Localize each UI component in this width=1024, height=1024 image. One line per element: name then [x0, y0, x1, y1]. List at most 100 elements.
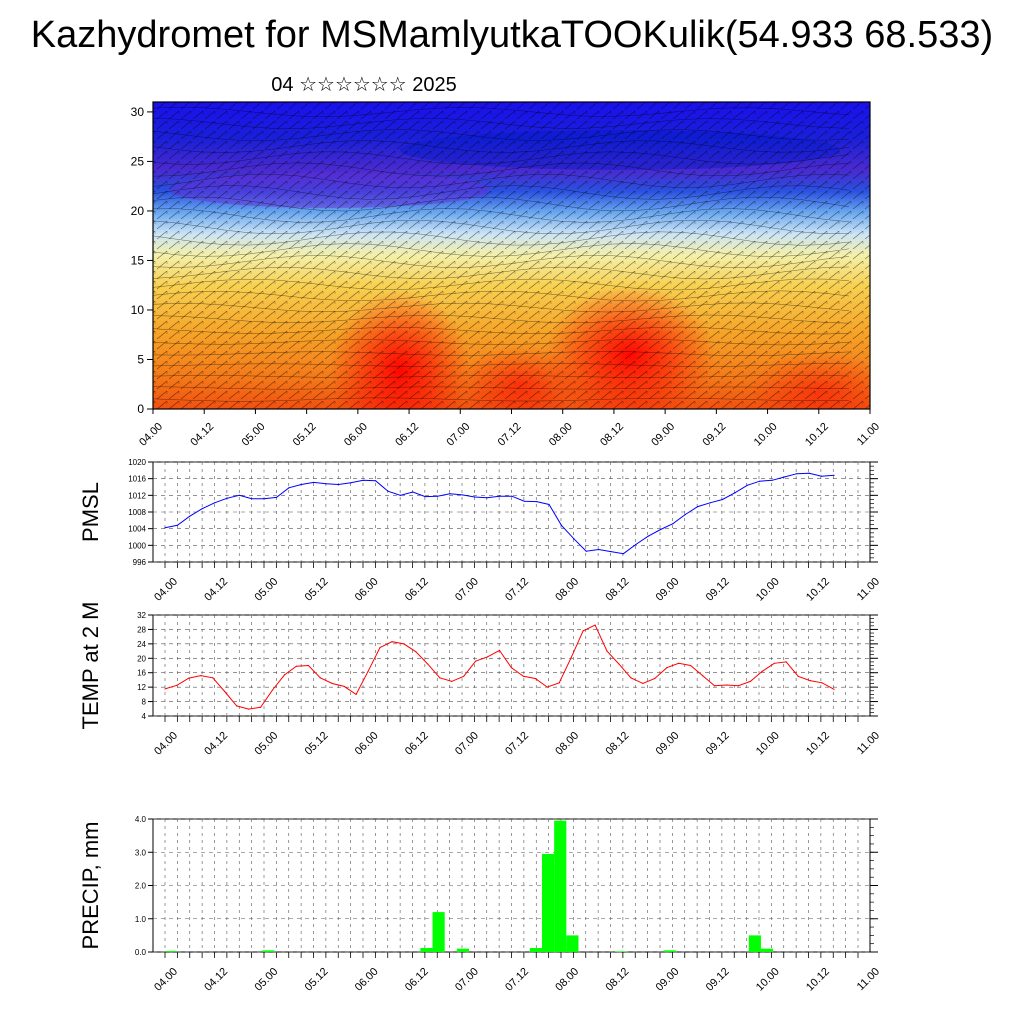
pmsl-xtick: 11.00 — [855, 576, 882, 603]
pmsl-xtick: 09.12 — [704, 576, 732, 604]
heatmap-ytick: 15 — [131, 253, 145, 267]
temp-ylabel: TEMP at 2 M — [78, 602, 103, 730]
precip-ytick: 2.0 — [135, 882, 147, 891]
pmsl-point — [548, 503, 550, 506]
temp-point — [200, 675, 202, 677]
pmsl-point — [375, 480, 377, 482]
temp-point — [594, 624, 596, 626]
pmsl-point — [288, 487, 290, 489]
pmsl-ytick: 1000 — [128, 541, 146, 550]
pmsl-point — [833, 474, 835, 476]
temp-point — [690, 664, 692, 667]
heatmap-xtick: 04.12 — [188, 421, 216, 449]
temp-point — [701, 675, 704, 677]
temp-xtick: 10.12 — [804, 730, 832, 758]
heatmap-xtick: 08.00 — [547, 421, 575, 449]
temp-point — [403, 643, 405, 645]
pmsl-point — [436, 495, 439, 497]
contour-line — [153, 243, 850, 257]
temp-point — [331, 682, 333, 685]
pmsl-ytick: 1012 — [128, 491, 146, 500]
temp-point — [749, 680, 751, 682]
temp-point — [570, 656, 572, 659]
heatmap-ytick: 25 — [131, 154, 145, 168]
pmsl-point — [461, 494, 463, 496]
precip-xtick: 09.12 — [704, 966, 732, 994]
pmsl-point — [598, 548, 600, 551]
pmsl-point — [771, 479, 773, 481]
temp-point — [367, 670, 369, 672]
temp-point — [630, 677, 632, 679]
temp-xtick: 04.00 — [152, 730, 180, 758]
contour-line — [153, 326, 850, 335]
pmsl-point — [697, 505, 699, 508]
temp-ytick: 8 — [142, 698, 147, 707]
pmsl-ylabel: PMSL — [78, 482, 103, 542]
pmsl-point — [164, 527, 166, 529]
pmsl-panel: 996 1000 1004 1008 1012 1016 1020 PMSL 04.00 04.1… — [78, 458, 882, 604]
pmsl-point — [734, 492, 736, 494]
precip-xtick: 06.12 — [403, 966, 431, 994]
temp-point — [188, 677, 190, 679]
temp-panel: 4 8 12 16 20 24 28 32 TEMP at 2 M 04.00 04.12 05.00… — [78, 602, 882, 758]
temp-xtick: 05.12 — [303, 730, 331, 758]
pmsl-xtick: 07.00 — [453, 576, 481, 604]
temp-xtick: 09.00 — [654, 730, 682, 758]
pmsl-ytick: 996 — [133, 558, 147, 567]
temp-point — [212, 677, 214, 679]
heatmap-xtick: 11.00 — [855, 421, 882, 448]
temp-point — [295, 665, 298, 667]
pmsl-point — [387, 490, 389, 492]
pmsl-point — [176, 524, 178, 526]
precip-bar — [164, 951, 178, 952]
precip-bar — [614, 951, 628, 952]
temp-point — [737, 685, 740, 687]
temp-ytick: 20 — [137, 654, 146, 663]
temp-point — [248, 708, 250, 710]
precip-ytick: 3.0 — [135, 848, 147, 857]
temp-point — [546, 686, 548, 688]
heatmap-xtick: 08.12 — [598, 421, 626, 449]
temp-point — [821, 682, 823, 684]
precip-bar — [262, 950, 275, 952]
temp-point — [486, 656, 489, 658]
pmsl-point — [721, 498, 724, 501]
temp-point — [415, 651, 417, 653]
pmsl-ytick: 1008 — [128, 508, 146, 517]
pmsl-point — [238, 494, 240, 496]
pmsl-point — [821, 475, 823, 477]
temp-ytick: 24 — [137, 640, 146, 649]
contour-line — [153, 290, 850, 302]
pmsl-point — [709, 502, 711, 504]
pmsl-point — [399, 494, 401, 496]
contour-line — [153, 351, 850, 356]
pmsl-xtick: 08.12 — [603, 576, 631, 604]
pmsl-point — [585, 550, 587, 552]
temp-point — [164, 688, 166, 690]
pmsl-point — [759, 480, 761, 482]
contour-line — [153, 386, 850, 390]
pmsl-point — [684, 513, 686, 516]
temp-point — [642, 682, 644, 685]
temp-point — [259, 706, 262, 708]
contour-line — [153, 196, 850, 212]
precip-xtick: 04.12 — [202, 966, 230, 994]
pmsl-point — [474, 496, 476, 498]
precip-xtick: 06.00 — [353, 966, 381, 994]
precip-bar — [456, 948, 470, 952]
contour-line — [153, 339, 850, 346]
heatmap-xtick: 10.12 — [803, 421, 831, 449]
temp-xtick: 06.12 — [403, 730, 431, 758]
pmsl-point — [746, 484, 748, 486]
precip-ytick: 4.0 — [135, 815, 147, 824]
pmsl-point — [337, 483, 340, 486]
temp-point — [678, 662, 680, 664]
temp-point — [797, 675, 799, 677]
contour-line — [153, 129, 850, 141]
temp-point — [618, 663, 620, 665]
pmsl-point — [313, 481, 315, 484]
pmsl-xtick: 07.12 — [503, 576, 531, 604]
precip-bar — [554, 820, 567, 952]
temp-point — [785, 661, 787, 663]
precip-xtick: 05.00 — [252, 966, 280, 994]
